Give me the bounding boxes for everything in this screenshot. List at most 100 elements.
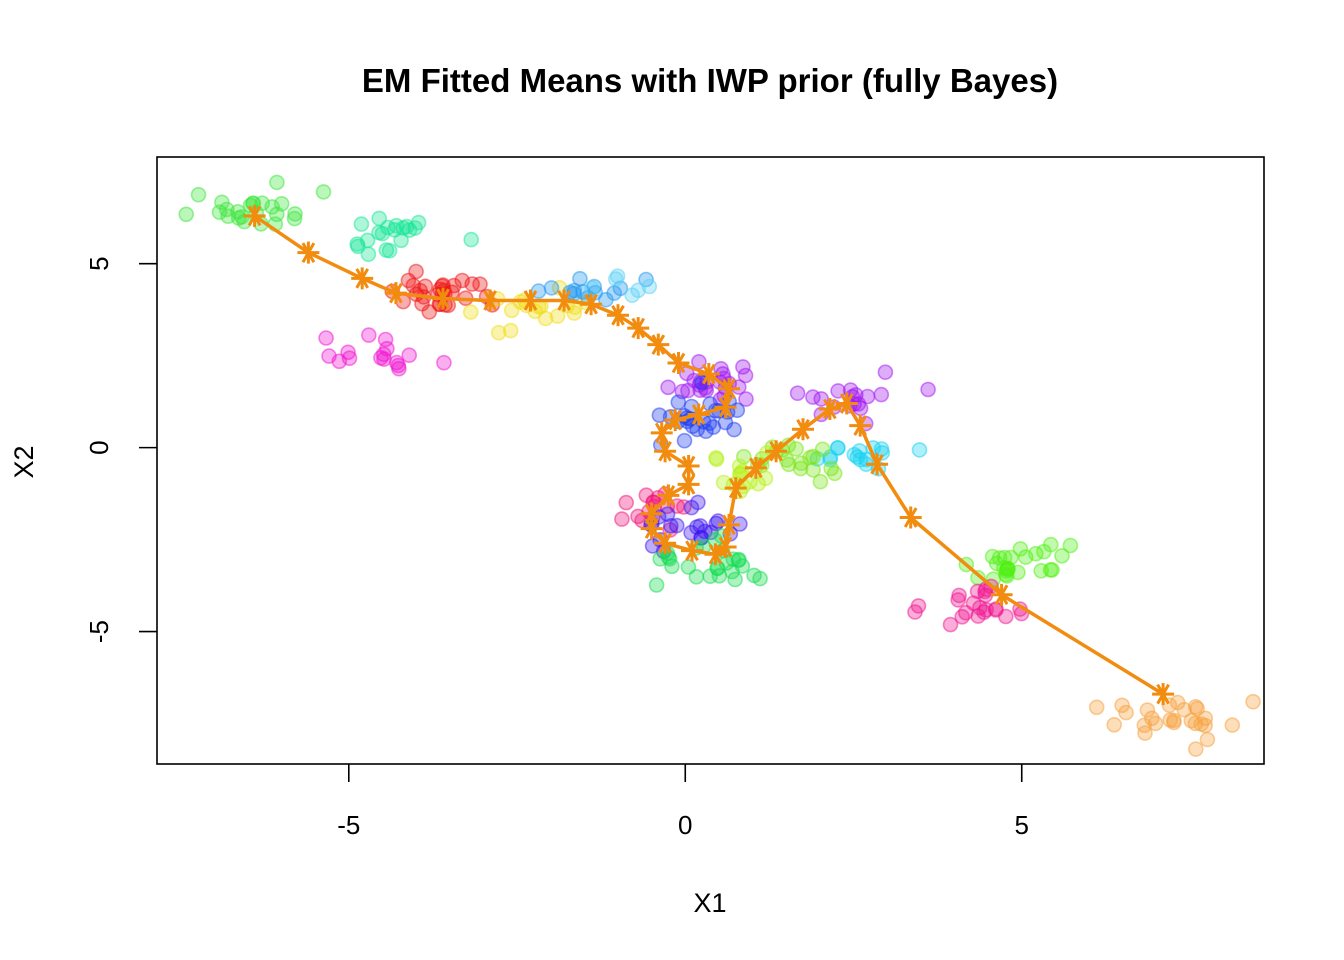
data-point	[1199, 731, 1216, 748]
data-point	[381, 242, 398, 259]
fitted-mean-marker	[697, 363, 720, 385]
fitted-mean-marker	[654, 532, 677, 555]
data-point	[1183, 712, 1200, 729]
fitted-mean-marker	[724, 477, 747, 500]
fitted-mean-marker	[654, 440, 677, 463]
data-point	[911, 442, 928, 458]
data-point	[341, 350, 358, 367]
data-point	[190, 186, 207, 203]
fitted-mean-marker	[657, 484, 680, 507]
data-point	[812, 473, 829, 490]
fitted-mean-marker	[243, 204, 266, 227]
data-point	[662, 517, 679, 534]
fitted-mean-marker	[664, 409, 687, 431]
data-point	[543, 280, 560, 296]
data-point	[360, 327, 377, 343]
data-point	[502, 322, 519, 339]
data-point	[970, 608, 986, 624]
data-point	[287, 206, 303, 222]
data-point	[353, 216, 370, 232]
data-point	[727, 571, 743, 588]
fitted-mean-marker	[351, 267, 374, 290]
fitted-mean-marker	[687, 403, 710, 426]
fitted-mean-marker	[681, 539, 703, 562]
data-point	[984, 548, 1001, 565]
data-point	[847, 387, 864, 403]
data-point	[660, 379, 676, 396]
data-point	[269, 174, 285, 191]
data-point	[618, 494, 635, 511]
data-point	[910, 598, 927, 614]
data-point	[472, 276, 488, 293]
data-point	[1169, 694, 1186, 711]
data-point	[829, 439, 846, 456]
data-point	[388, 354, 405, 371]
y-tick-label: 5	[84, 256, 114, 270]
data-point	[598, 291, 614, 308]
data-point	[648, 577, 665, 593]
data-point	[688, 568, 705, 585]
data-point	[1010, 564, 1026, 581]
data-point	[1042, 562, 1059, 578]
data-point	[1188, 741, 1204, 757]
chart-title: EM Fitted Means with IWP prior (fully Ba…	[362, 62, 1058, 99]
y-tick-label: 0	[84, 440, 114, 454]
data-point	[1224, 717, 1241, 733]
fitted-mean-marker	[479, 289, 502, 312]
data-point	[735, 359, 751, 375]
data-points	[178, 174, 1261, 757]
fitted-mean-marker	[677, 455, 700, 477]
data-point	[752, 570, 768, 587]
data-point	[624, 287, 641, 304]
data-point	[607, 271, 624, 287]
data-point	[726, 421, 742, 438]
y-axis-label: X2	[9, 445, 39, 478]
data-point	[464, 276, 481, 292]
y-tick-label: -5	[84, 620, 114, 643]
data-point	[859, 388, 876, 405]
data-point	[614, 511, 630, 527]
x-tick-label: 0	[678, 810, 692, 840]
data-point	[462, 304, 479, 320]
data-point	[1118, 704, 1134, 721]
data-point	[757, 470, 774, 487]
data-point	[698, 423, 714, 440]
data-point	[371, 224, 387, 241]
data-point	[1054, 547, 1070, 564]
fitted-mean-marker	[866, 453, 889, 476]
data-point	[697, 523, 713, 540]
data-point	[997, 608, 1014, 625]
data-point	[220, 208, 236, 224]
data-point	[676, 432, 693, 449]
fitted-mean-marker	[553, 289, 576, 312]
data-point	[436, 354, 452, 371]
fitted-mean-marker	[650, 421, 673, 444]
data-point	[318, 330, 334, 346]
data-point	[1245, 693, 1261, 710]
plot-frame	[156, 156, 1265, 765]
fitted-mean-marker	[384, 282, 407, 305]
x-tick-label: 5	[1015, 810, 1029, 840]
data-point	[549, 308, 566, 324]
data-point	[178, 206, 194, 223]
data-point	[1166, 714, 1182, 731]
data-point	[942, 616, 959, 633]
data-point	[340, 344, 356, 361]
data-point	[1062, 537, 1079, 554]
data-point	[630, 508, 646, 525]
data-point	[709, 560, 725, 576]
data-point	[668, 517, 685, 534]
fitted-mean-marker	[714, 536, 737, 558]
data-point	[584, 280, 600, 296]
fitted-mean-marker	[647, 333, 670, 356]
data-point	[490, 324, 507, 341]
data-point	[708, 451, 725, 468]
data-point	[1139, 702, 1156, 718]
fitted-mean-marker	[297, 241, 320, 264]
fitted-mean-marker	[677, 473, 700, 496]
fitted-mean-marker	[1152, 683, 1175, 706]
fitted-mean-marker	[835, 392, 858, 415]
data-point	[386, 222, 403, 238]
fitted-mean-marker	[580, 293, 603, 316]
